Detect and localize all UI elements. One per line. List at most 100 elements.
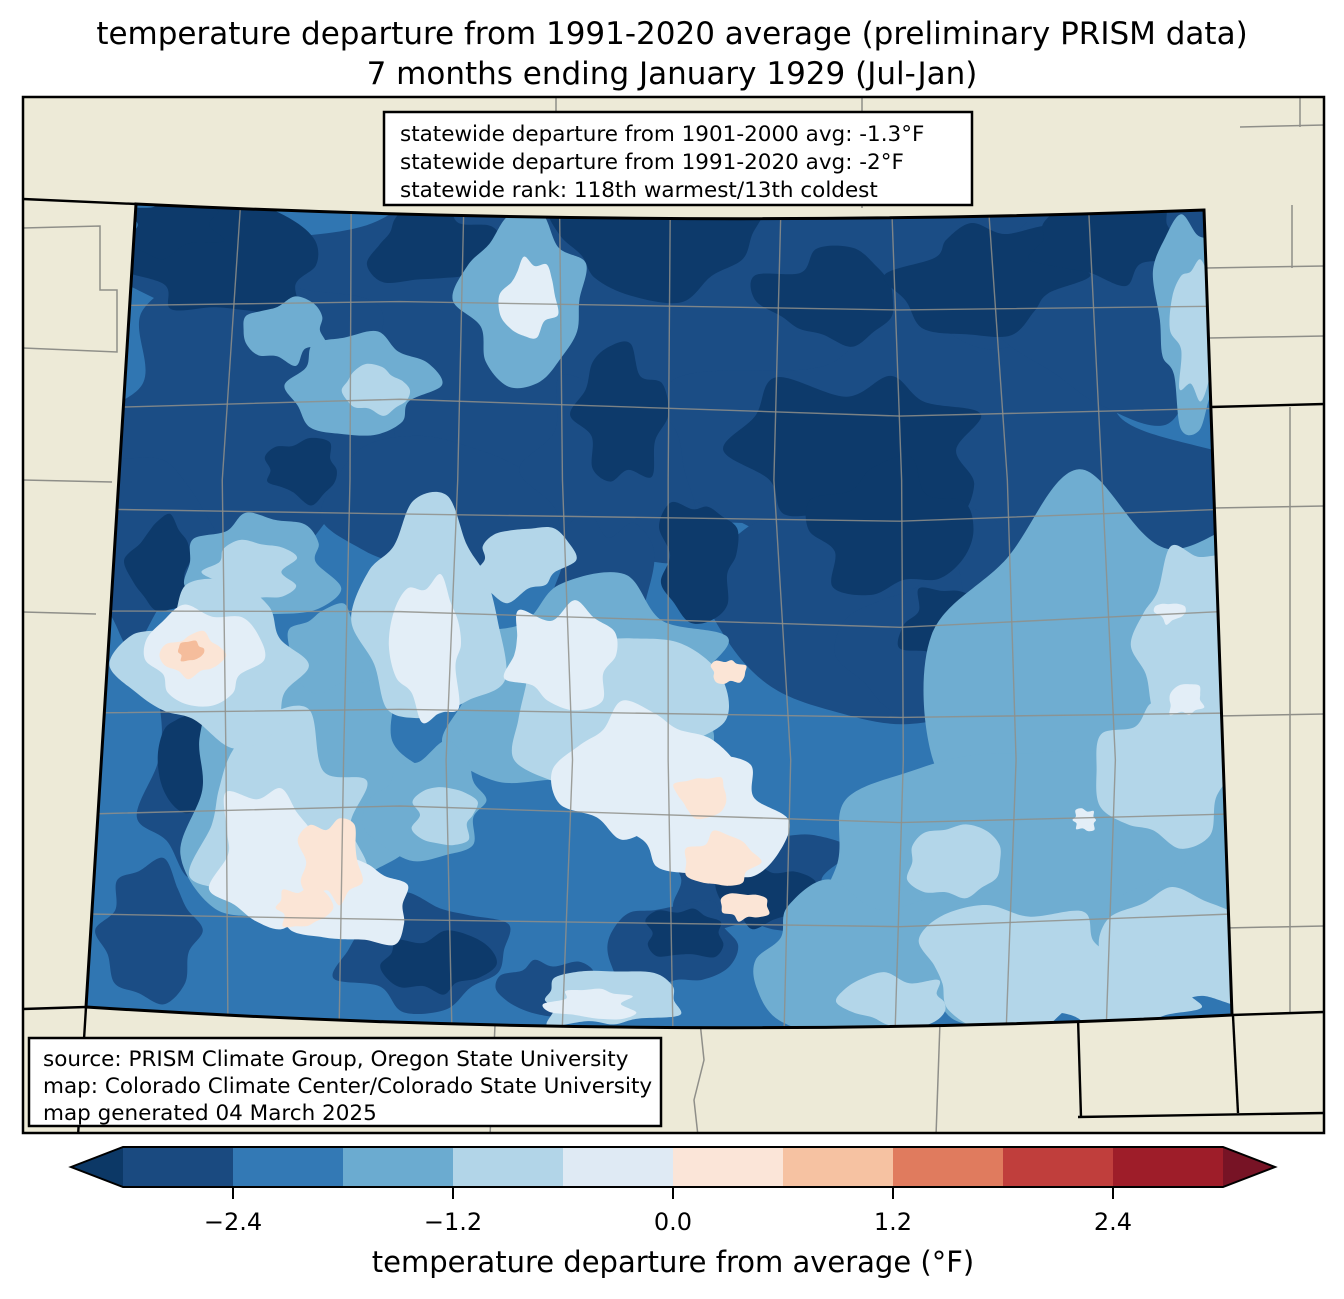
contour-blob [411, 787, 478, 846]
state-line [1210, 402, 1324, 409]
county-line [87, 805, 1232, 824]
colorbar-segment [783, 1147, 894, 1187]
state-line [1231, 1010, 1324, 1017]
contour-blob [264, 437, 337, 506]
title-line-2: 7 months ending January 1929 (Jul-Jan) [367, 56, 978, 92]
county-line [773, 205, 792, 1028]
contour-blob [95, 857, 203, 1005]
county-line [87, 398, 1232, 417]
county-line [987, 205, 1017, 1028]
state-line [1076, 1017, 1083, 1118]
contour-blob [341, 363, 411, 416]
colorbar-axis-label: temperature departure from average (°F) [372, 1245, 974, 1279]
state-border [84, 202, 1234, 1030]
neighbor-county-lines [23, 98, 1324, 1133]
contour-blob [107, 204, 319, 317]
source-line-3: map generated 04 March 2025 [43, 1101, 377, 1126]
neighbor-county-line [1205, 265, 1324, 269]
contour-blob [835, 972, 946, 1028]
contour-blob [1072, 808, 1097, 832]
stats-line-3: statewide rank: 118th warmest/13th colde… [400, 178, 878, 203]
neighbor-county-line [23, 479, 113, 483]
source-box: source: PRISM Climate Group, Oregon Stat… [27, 1036, 663, 1128]
colorbar-segment [673, 1147, 784, 1187]
county-line [87, 508, 1232, 522]
contour-blob [750, 245, 894, 347]
colorbar-tick-label: −1.2 [424, 1208, 482, 1236]
neighbor-county-line [1208, 335, 1324, 339]
contour-blob [1029, 953, 1209, 1028]
contour-blob [503, 600, 618, 711]
map-plot-area [23, 97, 1324, 1133]
colorado-fill-region [86, 204, 1232, 1028]
state-line [1077, 1111, 1324, 1119]
plot-frame [21, 95, 1326, 1135]
temperature-contours [86, 204, 1232, 1028]
colorbar-ticks [232, 1187, 1114, 1199]
county-line [338, 205, 352, 1028]
neighbor-county-line [23, 225, 118, 353]
contour-blob [470, 527, 577, 604]
contour-blob [720, 893, 770, 922]
source-line-2: map: Colorado Climate Center/Colorado St… [43, 1074, 652, 1099]
neighbor-county-line [1239, 124, 1324, 128]
colorbar-segment [123, 1147, 234, 1187]
contour-blob [805, 455, 974, 596]
colorbar-tick-label: 2.4 [1094, 1208, 1132, 1236]
colorbar-segment [233, 1147, 344, 1187]
colorbar-outline [68, 1146, 1278, 1188]
source-line-1: source: PRISM Climate Group, Oregon Stat… [43, 1047, 629, 1072]
contour-blob [570, 341, 669, 482]
county-line [87, 708, 1232, 719]
contour-blob [684, 830, 762, 886]
colorbar-segment [1113, 1147, 1224, 1187]
contour-blob [645, 908, 724, 958]
contour-blob [542, 988, 637, 1020]
neighbor-county-line [693, 1021, 705, 1133]
county-line [87, 610, 1232, 629]
county-line [558, 205, 574, 1028]
stats-line-1: statewide departure from 1901-2000 avg: … [400, 122, 924, 147]
contour-blob [1028, 204, 1188, 287]
contour-blob [658, 501, 739, 624]
colorbar-tick-label: 1.2 [874, 1208, 912, 1236]
contour-blob [1096, 703, 1232, 849]
contour-blob [1169, 684, 1205, 716]
neighbor-county-line [23, 611, 97, 615]
contour-blob [201, 539, 298, 603]
county-line [445, 205, 465, 1028]
colorado-county-lines [87, 205, 1232, 1028]
state-line [23, 197, 137, 206]
county-line [221, 205, 242, 1028]
colorbar-segment [563, 1147, 674, 1187]
county-line [87, 913, 1232, 928]
neighbor-county-line [1217, 713, 1324, 717]
colorbar-segment [343, 1147, 454, 1187]
colorbar-segment [1003, 1147, 1114, 1187]
state-line [1231, 1015, 1240, 1114]
contour-blob [673, 776, 727, 820]
contour-blob [297, 818, 363, 906]
stats-line-2: statewide departure from 1991-2020 avg: … [400, 150, 904, 175]
colorbar-over-arrow [1223, 1147, 1275, 1187]
contour-blob [815, 750, 1194, 1027]
colorbar-segments [71, 1147, 1275, 1187]
contour-blob [498, 256, 559, 339]
contour-blob [380, 930, 497, 995]
contour-blob [177, 640, 205, 662]
contour-blob [710, 660, 747, 684]
colorbar-tick-label: −2.4 [204, 1208, 262, 1236]
contour-blob [906, 824, 1001, 899]
contour-blob [243, 296, 327, 367]
neighbor-county-line [1223, 925, 1324, 929]
state-line [23, 1005, 87, 1011]
contour-blob [123, 513, 191, 612]
colorbar: −2.4 −1.2 0.0 1.2 2.4 temperature depart… [68, 1146, 1278, 1279]
colorbar-segment [453, 1147, 564, 1187]
colorbar-tick-label: 0.0 [654, 1208, 692, 1236]
title-line-1: temperature departure from 1991-2020 ave… [96, 16, 1247, 52]
contour-blob [1169, 259, 1214, 402]
stats-box: statewide departure from 1901-2000 avg: … [382, 110, 974, 207]
